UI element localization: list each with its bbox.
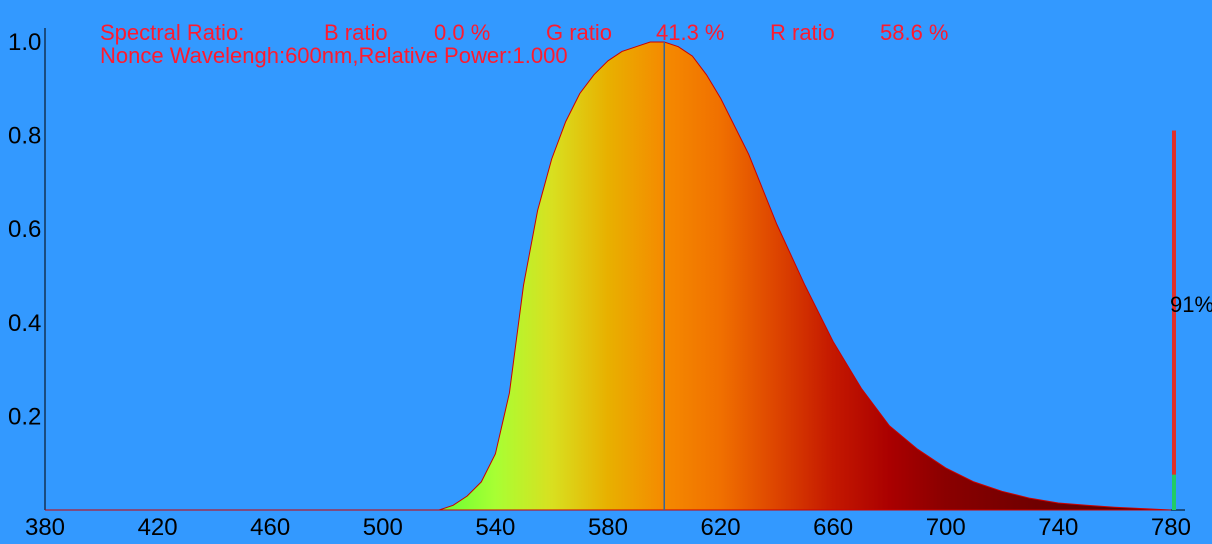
spectral-ratio-label: Spectral Ratio: [100, 20, 245, 45]
x-tick-label: 660 [813, 514, 853, 541]
r-ratio-value: 58.6 % [880, 20, 949, 45]
b-ratio-label: B ratio [324, 20, 388, 45]
spectrum-area [45, 41, 1171, 511]
power-level-green-segment [1172, 474, 1176, 510]
r-ratio-label: R ratio [770, 20, 835, 45]
nonce-wavelength-info: Nonce Wavelengh:600nm,Relative Power:1.0… [100, 43, 568, 68]
y-tick-label: 1.0 [8, 29, 41, 56]
x-tick-label: 780 [1151, 514, 1191, 541]
x-tick-label: 420 [138, 514, 178, 541]
b-ratio-value: 0.0 % [434, 20, 491, 45]
g-ratio-value: 41.3 % [656, 20, 725, 45]
y-tick-label: 0.4 [8, 310, 41, 337]
tick-labels: 380 420 460 500 540 580 620 660 700 740 780 0.2 0.4 0… [8, 29, 1191, 541]
x-tick-label: 580 [588, 514, 628, 541]
power-side-bar: 91% [1170, 130, 1212, 510]
power-percent-label: 91% [1170, 292, 1212, 317]
x-tick-label: 740 [1038, 514, 1078, 541]
x-tick-label: 380 [25, 514, 65, 541]
x-tick-label: 500 [363, 514, 403, 541]
x-tick-label: 540 [475, 514, 515, 541]
y-tick-label: 0.8 [8, 123, 41, 150]
g-ratio-label: G ratio [546, 20, 613, 45]
y-tick-label: 0.2 [8, 403, 41, 430]
spectrum-area-group [45, 41, 1171, 511]
x-tick-label: 460 [250, 514, 290, 541]
y-tick-label: 0.6 [8, 216, 41, 243]
x-tick-label: 620 [701, 514, 741, 541]
power-level-bar [1172, 130, 1176, 510]
x-tick-label: 700 [926, 514, 966, 541]
